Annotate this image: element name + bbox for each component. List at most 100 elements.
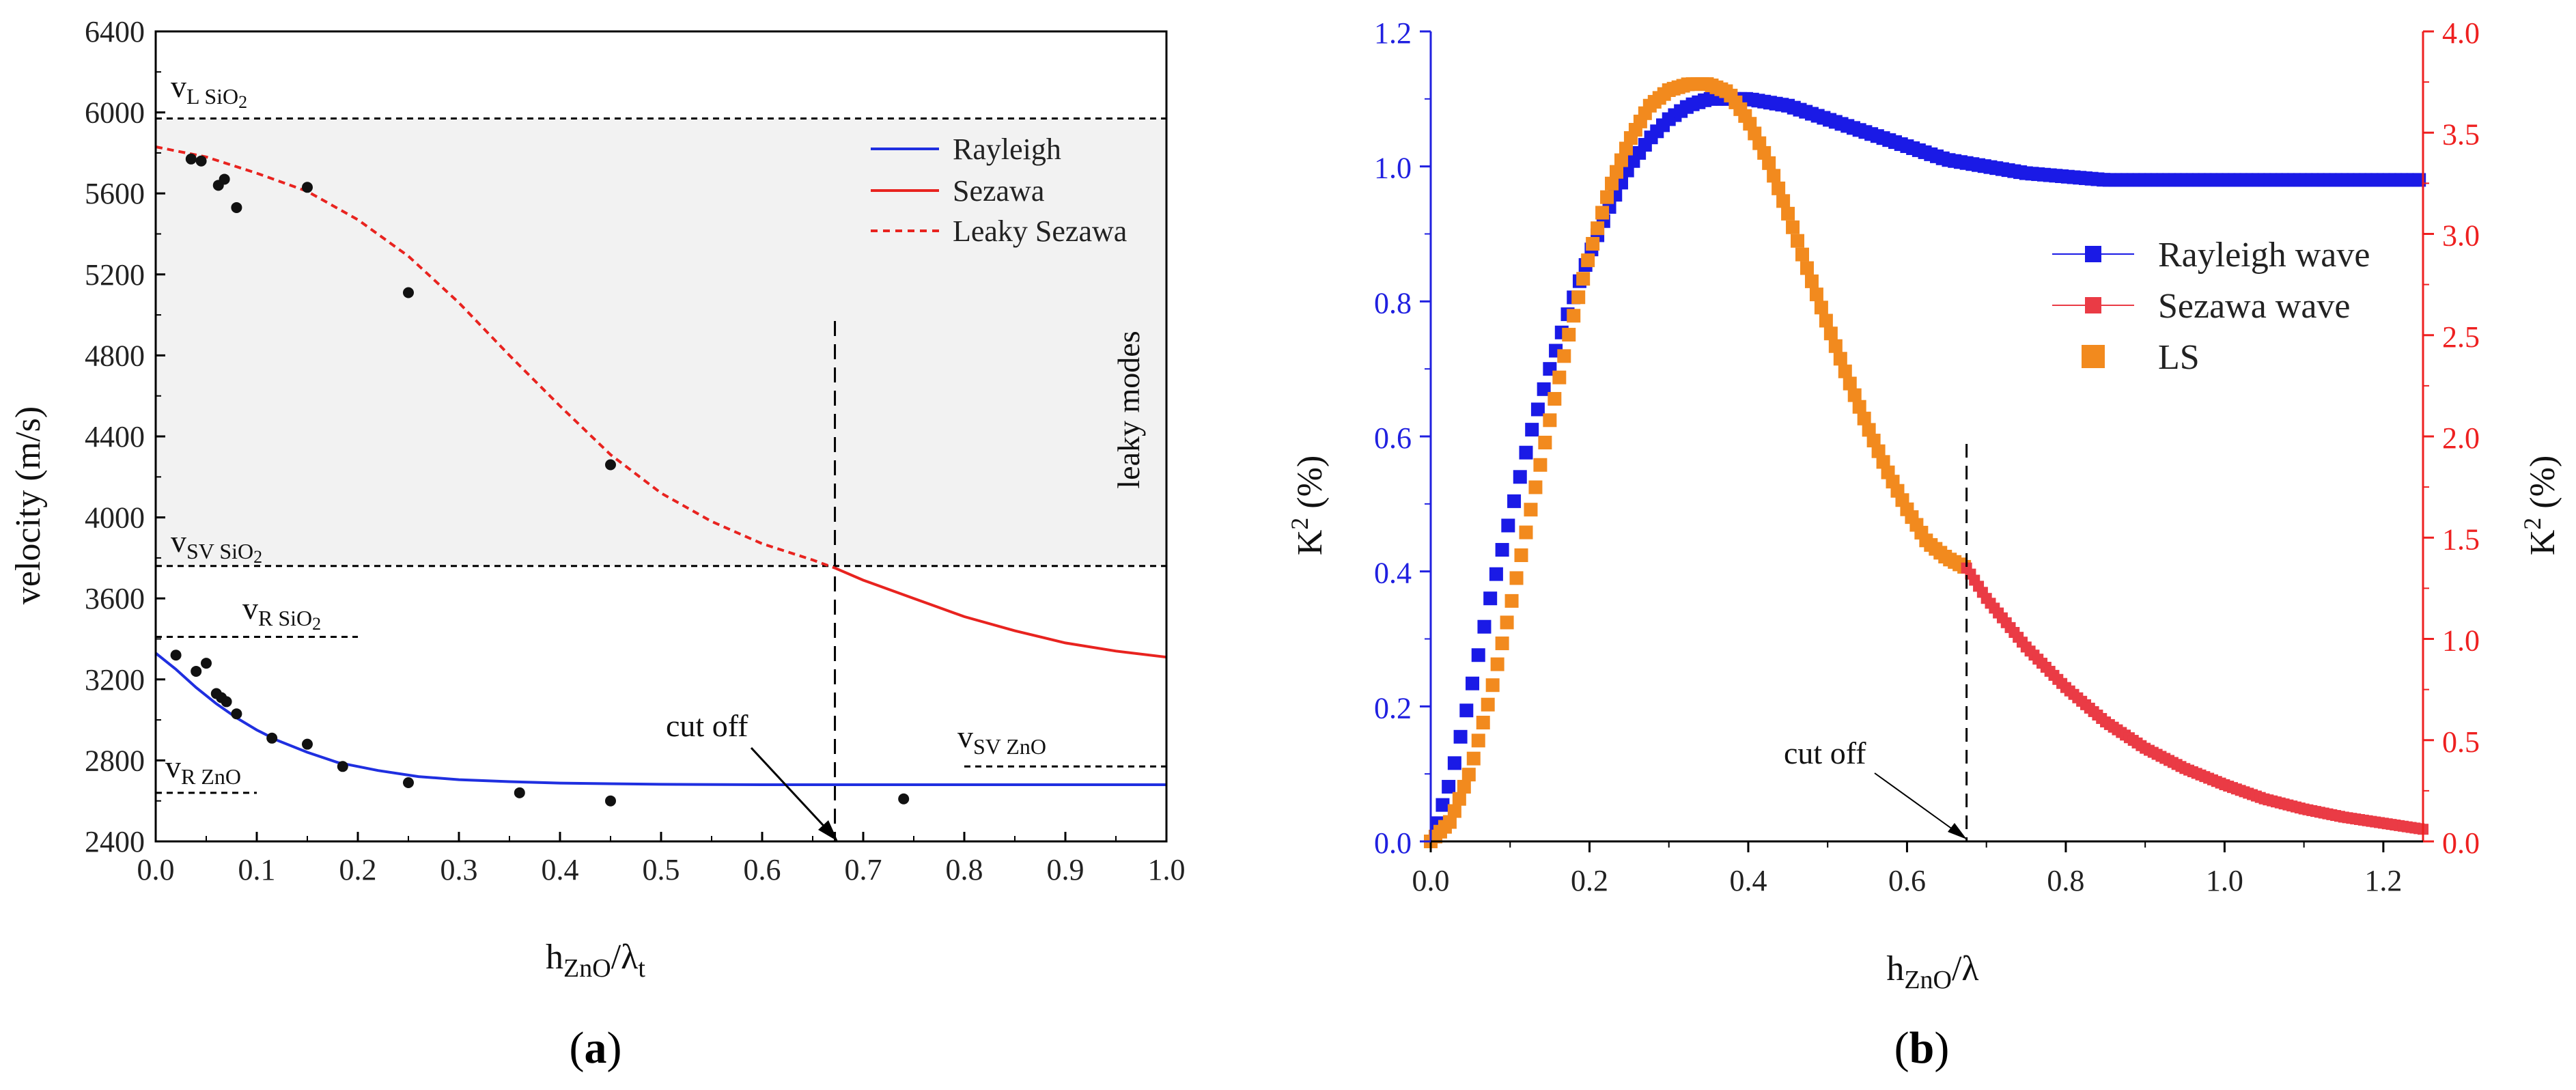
marker-ls — [1524, 503, 1538, 517]
marker-ls — [1504, 593, 1519, 608]
reference-lines — [156, 117, 1166, 794]
y-tick-label: 6000 — [85, 96, 145, 130]
x-axis-title-a: hZnO/λt — [546, 938, 645, 983]
legend-b: Rayleigh wave Sezawa wave LS — [2052, 236, 2370, 377]
y-tick-label: 3600 — [85, 582, 145, 615]
marker-ls — [1586, 236, 1600, 251]
legend-marker-sezawa-wave — [2085, 297, 2101, 313]
marker-ls — [1781, 206, 1795, 221]
legend-label-rayleigh: Rayleigh — [953, 132, 1061, 166]
marker-rayleigh-wave — [1447, 756, 1461, 770]
legend-label-ls: LS — [2158, 338, 2200, 377]
marker-ls — [1595, 206, 1610, 220]
marker-rayleigh-wave — [1477, 619, 1492, 634]
y-axis-title-right-b: K2 (%) — [2519, 456, 2562, 556]
leaky-region-shading — [156, 118, 1166, 566]
x-tick-label: 0.3 — [440, 853, 478, 886]
marker-ls — [1514, 548, 1528, 562]
left-tick-label: 0.4 — [1374, 557, 1412, 590]
marker-ls — [1809, 288, 1823, 302]
marker-rayleigh-wave — [1507, 494, 1522, 508]
marker-ls — [1833, 352, 1847, 366]
data-point — [170, 649, 182, 661]
data-point — [605, 459, 616, 471]
left-tick-label: 0.6 — [1374, 421, 1412, 455]
marker-ls — [1562, 328, 1576, 342]
legend-label-rayleigh-wave: Rayleigh wave — [2158, 236, 2370, 275]
x-tick-label: 0.1 — [238, 853, 276, 886]
right-tick-label: 1.5 — [2442, 522, 2480, 556]
marker-ls — [1481, 697, 1495, 712]
y-tick-label: 2400 — [85, 825, 145, 858]
marker-series — [1424, 77, 2428, 848]
x-tick-label: 1.0 — [1148, 853, 1186, 886]
marker-ls — [1490, 657, 1504, 671]
marker-ls — [1500, 615, 1514, 630]
marker-ls — [1495, 637, 1509, 651]
series-line-sezawa — [834, 566, 1167, 659]
label-vR-ZnO: vR ZnO — [165, 749, 241, 789]
marker-ls — [1557, 349, 1571, 363]
marker-ls — [1800, 261, 1814, 275]
marker-ls — [1767, 169, 1781, 183]
left-tick-label: 1.2 — [1374, 16, 1412, 50]
data-point — [302, 182, 313, 193]
marker-ls — [1509, 571, 1524, 585]
cutoff-label-a: cut off — [666, 708, 748, 743]
marker-ls — [1567, 309, 1581, 323]
data-point — [231, 201, 242, 213]
y-tick-label: 6400 — [85, 15, 145, 48]
cutoff-arrow-a — [750, 746, 833, 836]
marker-ls — [1471, 733, 1485, 748]
marker-ls — [1791, 234, 1805, 248]
marker-ls — [1619, 141, 1633, 156]
marker-ls — [1795, 247, 1810, 262]
marker-ls — [1610, 165, 1624, 179]
marker-ls — [1528, 480, 1543, 494]
marker-ls — [1552, 370, 1567, 385]
marker-ls — [1538, 436, 1552, 450]
x-tick-label: 0.9 — [1047, 853, 1084, 886]
marker-rayleigh-wave — [1459, 703, 1474, 718]
x-tick-label-b: 1.2 — [2364, 864, 2402, 897]
marker-ls — [1772, 181, 1786, 195]
marker-rayleigh-wave — [1501, 518, 1515, 533]
left-tick-label: 0.0 — [1374, 826, 1412, 860]
right-tick-label: 2.0 — [2442, 421, 2480, 455]
marker-ls — [1857, 411, 1871, 425]
data-point — [191, 665, 202, 677]
x-tick-label: 0.4 — [542, 853, 579, 886]
marker-rayleigh-wave — [1525, 423, 1539, 437]
marker-ls — [1605, 176, 1619, 191]
y-tick-label: 4400 — [85, 420, 145, 453]
right-tick-label: 0.0 — [2442, 826, 2480, 860]
marker-rayleigh-wave — [1453, 729, 1468, 744]
data-point — [201, 658, 212, 669]
x-tick-label-b: 1.0 — [2206, 864, 2243, 897]
data-point — [266, 732, 278, 744]
marker-rayleigh-wave — [1537, 382, 1551, 396]
x-tick-label: 0.2 — [339, 853, 377, 886]
data-point — [221, 696, 232, 708]
left-tick-label: 0.8 — [1374, 286, 1412, 320]
leaky-modes-label: leaky modes — [1111, 331, 1146, 488]
y-axis-ticks: 2400 2800 3200 3600 4000 4400 4800 5200 5600 6000… — [85, 15, 165, 858]
marker-ls — [1762, 156, 1776, 170]
x-tick-label-b: 0.6 — [1888, 864, 1926, 897]
left-axis-ticks: 0.0 0.2 0.4 0.6 0.8 1.0 1.2 — [1374, 16, 1431, 860]
marker-ls — [1447, 804, 1461, 818]
series-line-leaky-sezawa — [155, 145, 836, 570]
marker-ls — [1581, 253, 1595, 268]
panel-a-chart: 0.0 0.1 0.2 0.3 0.4 0.5 0.6 0.7 0.8 0.9 1.0 2400 28… — [9, 15, 1186, 1073]
cutoff-arrowhead-a — [818, 820, 838, 841]
legend-marker-ls — [2082, 345, 2105, 368]
legend-label-sezawa-wave: Sezawa wave — [2158, 287, 2351, 326]
marker-ls — [1876, 455, 1890, 469]
right-tick-label: 3.0 — [2442, 219, 2480, 253]
data-point — [403, 287, 414, 298]
marker-ls — [1823, 326, 1838, 341]
marker-rayleigh-wave — [1495, 543, 1509, 557]
x-tick-label-b: 0.8 — [2047, 864, 2084, 897]
cutoff-arrowhead-b — [1948, 823, 1967, 839]
legend-a: Rayleigh Sezawa Leaky Sezawa — [871, 132, 1127, 248]
